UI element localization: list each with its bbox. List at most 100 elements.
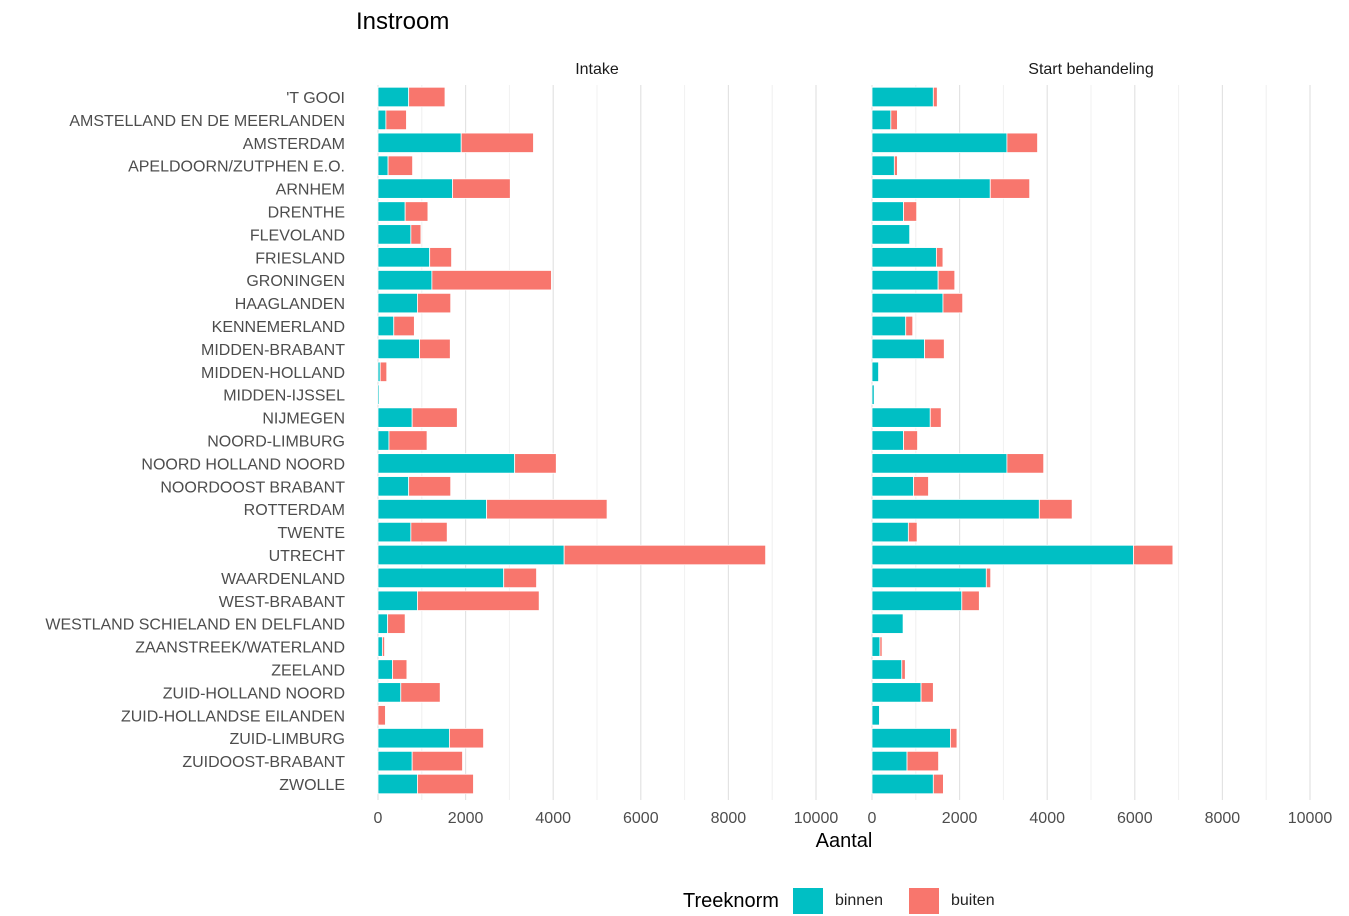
category-label: MIDDEN-BRABANT	[201, 342, 345, 359]
category-label: AMSTERDAM	[243, 136, 345, 153]
bar-binnen	[871, 430, 904, 451]
x-tick-label: 10000	[1288, 810, 1333, 827]
category-label: ZUIDOOST-BRABANT	[182, 754, 345, 771]
category-label: NOORD HOLLAND NOORD	[141, 456, 345, 473]
category-label: AMSTELLAND EN DE MEERLANDEN	[69, 113, 345, 130]
bar-binnen	[377, 728, 450, 749]
category-label: DRENTHE	[268, 205, 345, 222]
bar-binnen	[377, 407, 413, 428]
bar-binnen	[871, 613, 904, 634]
category-label: ROTTERDAM	[244, 502, 345, 519]
bar-buiten	[381, 636, 385, 657]
bar-buiten	[906, 750, 939, 772]
bar-binnen	[377, 613, 389, 634]
bar-binnen	[377, 476, 410, 497]
bar-buiten	[377, 705, 386, 726]
bar-binnen	[377, 86, 410, 108]
bar-buiten	[913, 476, 929, 497]
category-label: ZEELAND	[271, 663, 345, 680]
bar-buiten	[1006, 132, 1038, 153]
panel-title: Intake	[575, 61, 619, 78]
x-tick-label: 10000	[794, 810, 839, 827]
category-label: MIDDEN-IJSSEL	[223, 388, 345, 405]
bar-buiten	[400, 682, 441, 703]
category-label: MIDDEN-HOLLAND	[201, 365, 345, 382]
bar-binnen	[871, 407, 931, 428]
category-label: UTRECHT	[269, 548, 346, 565]
bar-buiten	[385, 109, 407, 131]
bar-buiten	[388, 430, 428, 451]
bar-buiten	[890, 109, 898, 131]
bar-buiten	[387, 155, 414, 176]
bar-buiten	[942, 292, 964, 314]
bar-binnen	[871, 155, 895, 176]
category-label: APELDOORN/ZUTPHEN E.O.	[128, 159, 345, 176]
x-tick-label: 6000	[623, 810, 659, 827]
bar-buiten	[903, 201, 918, 222]
bar-buiten	[920, 682, 934, 703]
bar-buiten	[410, 224, 422, 245]
bar-buiten	[408, 476, 452, 497]
x-tick-label: 2000	[448, 810, 484, 827]
bar-binnen	[871, 544, 1134, 566]
bar-buiten	[379, 361, 388, 382]
bar-buiten	[429, 247, 452, 268]
bar-buiten	[929, 407, 942, 428]
bar-buiten	[924, 338, 945, 360]
bar-buiten	[514, 453, 557, 474]
bar-binnen	[871, 659, 903, 680]
x-tick-label: 4000	[1029, 810, 1065, 827]
bar-buiten	[411, 407, 458, 428]
bar-binnen	[377, 682, 402, 703]
bar-buiten	[417, 292, 452, 314]
bar-buiten	[1133, 544, 1174, 566]
chart-title: Instroom	[356, 8, 450, 35]
x-axis-label: Aantal	[816, 830, 873, 852]
bar-binnen	[377, 247, 431, 268]
category-label: WESTLAND SCHIELAND EN DELFLAND	[45, 617, 345, 634]
bar-binnen	[377, 773, 418, 795]
bar-buiten	[879, 636, 883, 657]
bar-binnen	[871, 453, 1008, 474]
bar-buiten	[448, 728, 484, 749]
bar-binnen	[871, 590, 963, 611]
bar-buiten	[417, 590, 540, 611]
bar-buiten	[907, 521, 918, 543]
bar-binnen	[871, 361, 879, 382]
category-label: WEST-BRABANT	[219, 594, 345, 611]
x-tick-label: 4000	[535, 810, 571, 827]
category-label: GRONINGEN	[246, 273, 345, 290]
category-label: KENNEMERLAND	[212, 319, 345, 336]
bar-buiten	[932, 773, 944, 795]
category-label: NOORD-LIMBURG	[207, 434, 345, 451]
bar-buiten	[1038, 499, 1073, 520]
bar-binnen	[377, 132, 462, 153]
bar-buiten	[961, 590, 980, 611]
category-label: WAARDENLAND	[221, 571, 345, 588]
category-label: ZUID-LIMBURG	[229, 731, 345, 748]
bar-binnen	[377, 659, 393, 680]
legend-title: Treeknorm	[683, 889, 779, 912]
bar-buiten	[950, 728, 958, 749]
bar-binnen	[871, 292, 944, 314]
bar-buiten	[417, 773, 474, 795]
bar-binnen	[377, 292, 418, 314]
legend-key-binnen	[792, 888, 823, 914]
bar-binnen	[871, 315, 907, 337]
bar-binnen	[377, 109, 387, 131]
bar-binnen	[377, 453, 516, 474]
bar-buiten	[393, 315, 415, 337]
legend-key-buiten	[909, 888, 939, 914]
x-tick-label: 8000	[711, 810, 747, 827]
bar-binnen	[377, 544, 565, 566]
panel-title: Start behandeling	[1028, 61, 1153, 78]
bar-buiten	[486, 499, 608, 520]
bar-binnen	[377, 178, 453, 199]
x-tick-label: 0	[868, 810, 877, 827]
bar-buiten	[935, 247, 944, 268]
bar-buiten	[452, 178, 511, 199]
bar-buiten	[460, 132, 534, 153]
bar-buiten	[932, 86, 938, 108]
x-tick-label: 2000	[942, 810, 978, 827]
bar-binnen	[871, 270, 939, 291]
